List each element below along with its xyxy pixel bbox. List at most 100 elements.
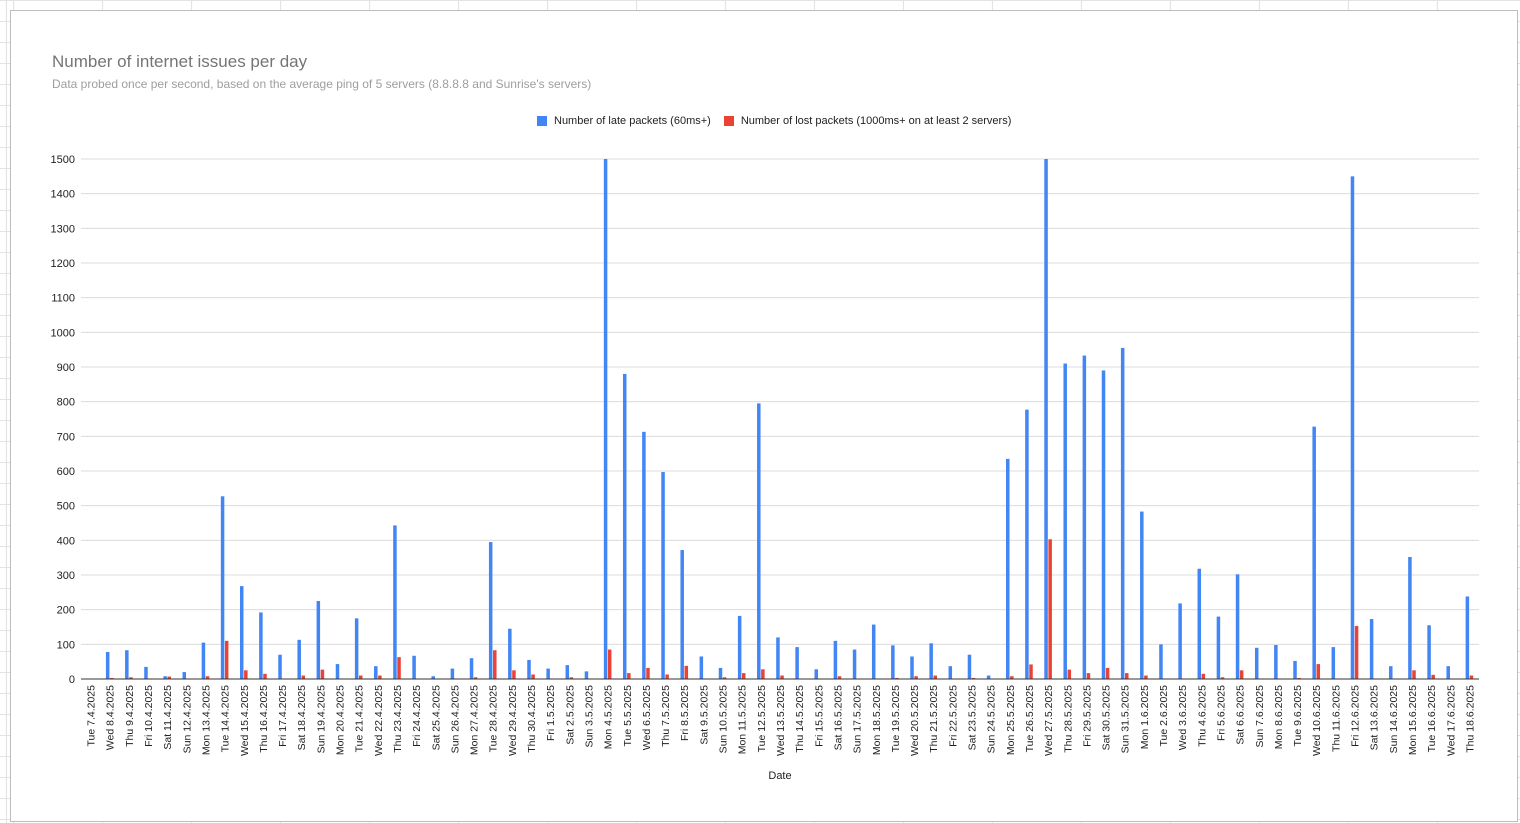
bar-late-packets (1389, 666, 1393, 679)
bar-late-packets (1235, 574, 1240, 679)
bar-lost-packets (684, 665, 689, 679)
bar-lost-packets (1029, 664, 1033, 679)
x-tick-label: Sat 18.4.2025 (296, 685, 308, 751)
bar-lost-packets (493, 650, 497, 679)
x-tick-label: Sun 26.4.2025 (449, 685, 461, 753)
x-tick-label: Mon 15.6.2025 (1407, 685, 1419, 755)
bar-late-packets (661, 472, 665, 679)
bar-lost-packets (129, 677, 133, 679)
bar-lost-packets (1144, 675, 1148, 679)
bar-late-packets (1465, 596, 1470, 679)
x-tick-label: Mon 11.5.2025 (737, 685, 749, 754)
x-tick-label: Sat 6.6.2025 (1235, 685, 1247, 745)
x-tick-label: Wed 20.5.2025 (909, 685, 921, 756)
y-tick-label: 800 (57, 397, 75, 409)
x-tick-label: Mon 1.6.2025 (1139, 685, 1151, 749)
bar-late-packets (163, 676, 167, 679)
x-tick-label: Thu 30.4.2025 (526, 685, 538, 753)
bar-late-packets (1101, 370, 1106, 679)
x-tick-label: Tue 21.4.2025 (354, 685, 366, 752)
y-tick-label: 400 (57, 535, 75, 547)
x-tick-label: Sat 25.4.2025 (430, 685, 442, 751)
bar-late-packets (776, 637, 780, 679)
legend-item-lost[interactable]: Number of lost packets (1000ms+ on at le… (723, 115, 1012, 127)
bar-late-packets (1006, 458, 1010, 679)
x-tick-label: Sun 14.6.2025 (1388, 685, 1400, 753)
chart-subtitle: Data probed once per second, based on th… (52, 77, 592, 91)
bar-late-packets (699, 656, 704, 679)
bar-late-packets (105, 651, 110, 679)
bar-lost-packets (244, 670, 248, 679)
bar-lost-packets (320, 669, 325, 679)
bar-late-packets (278, 654, 282, 679)
x-tick-label: Sat 23.5.2025 (967, 685, 979, 751)
chart-card[interactable]: Number of internet issues per day Data p… (10, 10, 1518, 822)
x-tick-label: Fri 8.5.2025 (679, 685, 691, 741)
bar-late-packets (412, 655, 416, 679)
y-tick-label: 900 (57, 362, 75, 374)
bar-late-packets (1427, 625, 1431, 679)
y-tick-label: 1000 (51, 327, 75, 339)
x-tick-label: Thu 4.6.2025 (1196, 685, 1208, 747)
x-tick-label: Wed 17.6.2025 (1445, 685, 1457, 756)
bar-lost-packets (741, 673, 746, 679)
x-tick-label: Fri 29.5.2025 (1081, 685, 1093, 747)
bar-late-packets (1178, 603, 1182, 679)
x-tick-label: Mon 27.4.2025 (469, 685, 481, 755)
bar-late-packets (814, 669, 819, 679)
bar-lost-packets (378, 675, 382, 679)
bar-late-packets (967, 654, 972, 679)
legend-item-late[interactable]: Number of late packets (60ms+) (537, 115, 711, 127)
bar-late-packets (374, 666, 378, 679)
bar-late-packets (622, 373, 627, 679)
x-tick-label: Thu 23.4.2025 (392, 685, 404, 753)
legend-label-late: Number of late packets (60ms+) (554, 115, 711, 127)
legend-label-lost: Number of lost packets (1000ms+ on at le… (740, 115, 1012, 127)
y-tick-label: 1100 (51, 293, 75, 305)
x-tick-label: Tue 12.5.2025 (756, 685, 768, 752)
bar-late-packets (852, 649, 857, 679)
bar-lost-packets (780, 675, 784, 679)
bar-late-packets (737, 615, 742, 679)
bar-late-packets (1120, 347, 1125, 679)
bar-late-packets (565, 665, 570, 679)
bar-late-packets (1408, 556, 1412, 679)
bar-lost-packets (722, 677, 727, 679)
bar-lost-packets (665, 674, 669, 679)
bar-late-packets (469, 658, 474, 679)
bar-late-packets (450, 668, 455, 679)
x-tick-label: Tue 9.6.2025 (1292, 685, 1304, 747)
x-tick-label: Fri 22.5.2025 (947, 685, 959, 747)
bar-late-packets (1312, 426, 1316, 679)
bar-late-packets (297, 639, 301, 679)
bar-late-packets (1159, 644, 1163, 679)
x-tick-label: Fri 24.4.2025 (411, 685, 423, 747)
x-tick-label: Fri 15.5.2025 (813, 685, 825, 747)
bar-lost-packets (1354, 625, 1359, 679)
x-tick-label: Thu 18.6.2025 (1464, 685, 1476, 753)
bar-lost-packets (1105, 667, 1110, 679)
bar-lost-packets (110, 677, 114, 679)
bar-late-packets (488, 542, 493, 679)
x-tick-label: Thu 28.5.2025 (1062, 685, 1074, 753)
bar-late-packets (1331, 647, 1336, 679)
x-tick-label: Sun 31.5.2025 (1120, 685, 1132, 753)
bar-lost-packets (1201, 673, 1206, 679)
x-tick-label: Tue 5.5.2025 (622, 685, 634, 747)
bar-lost-packets (531, 674, 535, 679)
x-tick-label: Wed 13.5.2025 (775, 685, 787, 756)
bar-late-packets (1044, 159, 1048, 679)
bar-lost-packets (1239, 670, 1244, 679)
bar-late-packets (986, 675, 991, 679)
bar-lost-packets (397, 657, 401, 679)
bar-lost-packets (301, 675, 306, 679)
bar-lost-packets (1469, 675, 1474, 679)
x-tick-label: Sun 3.5.2025 (583, 685, 595, 748)
bar-lost-packets (473, 677, 478, 679)
bar-lost-packets (512, 670, 516, 679)
x-tick-label: Wed 3.6.2025 (1177, 685, 1189, 750)
bar-late-packets (584, 671, 589, 679)
bar-late-packets (259, 612, 263, 679)
y-tick-label: 500 (57, 501, 75, 513)
x-tick-label: Wed 27.5.2025 (1043, 685, 1055, 756)
